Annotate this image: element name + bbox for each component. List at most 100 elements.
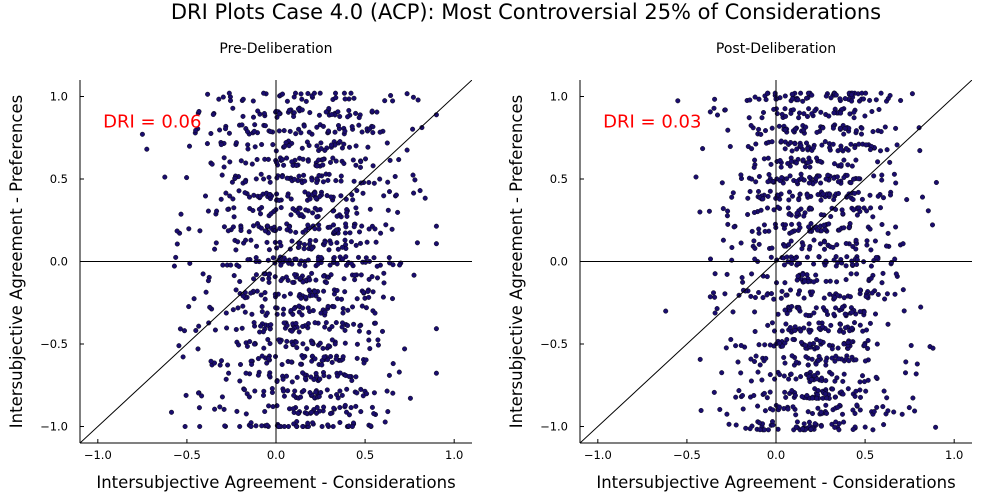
data-point: [388, 92, 394, 98]
data-point: [875, 193, 881, 199]
data-point: [284, 155, 290, 161]
data-point: [302, 178, 308, 184]
data-point: [805, 362, 811, 368]
data-point: [173, 254, 179, 260]
data-point: [736, 388, 742, 394]
data-point: [404, 147, 410, 153]
data-point: [286, 424, 292, 430]
data-point: [240, 113, 246, 119]
data-point: [274, 175, 280, 181]
data-point: [332, 129, 338, 135]
data-point: [829, 346, 835, 352]
data-point: [261, 176, 267, 182]
data-point: [903, 370, 909, 376]
data-point: [353, 403, 359, 409]
data-point: [232, 175, 238, 181]
data-point: [781, 262, 787, 268]
data-point: [833, 394, 839, 400]
data-point: [306, 142, 312, 148]
data-point: [920, 194, 926, 200]
data-point: [309, 340, 315, 346]
data-point: [287, 128, 293, 134]
data-point: [303, 227, 309, 233]
data-point: [287, 291, 293, 297]
data-point: [310, 210, 316, 216]
data-point: [346, 412, 352, 418]
data-point: [286, 107, 292, 113]
data-point: [837, 96, 843, 102]
data-point: [663, 308, 669, 314]
data-point: [340, 306, 346, 312]
data-point: [862, 113, 868, 119]
data-point: [784, 337, 790, 343]
data-point: [301, 123, 307, 129]
data-point: [765, 205, 771, 211]
data-point: [246, 229, 252, 235]
data-point: [261, 90, 267, 96]
data-point: [869, 290, 875, 296]
data-point: [810, 145, 816, 151]
data-point: [326, 128, 332, 134]
data-point: [729, 194, 735, 200]
data-point: [733, 394, 739, 400]
data-point: [787, 325, 793, 331]
data-point: [782, 106, 788, 112]
data-point: [803, 124, 809, 130]
data-point: [807, 329, 813, 335]
data-point: [290, 311, 296, 317]
data-point: [738, 240, 744, 246]
data-point: [767, 389, 773, 395]
data-point: [847, 294, 853, 300]
data-point: [180, 354, 186, 360]
data-point: [274, 245, 280, 251]
x-tick-label: 1.0: [445, 448, 463, 462]
data-point: [267, 341, 273, 347]
data-point: [720, 206, 726, 212]
data-point: [756, 230, 762, 236]
data-point: [326, 247, 332, 253]
data-point: [386, 255, 392, 261]
data-point: [800, 426, 806, 432]
data-point: [845, 162, 851, 168]
data-point: [820, 125, 826, 131]
data-point: [206, 320, 212, 326]
data-point: [807, 164, 813, 170]
data-point: [282, 143, 288, 149]
data-point: [850, 196, 856, 202]
data-point: [828, 322, 834, 328]
data-point: [787, 173, 793, 179]
data-point: [321, 354, 327, 360]
data-point: [314, 214, 320, 220]
data-point: [835, 404, 841, 410]
data-point: [372, 320, 378, 326]
data-point: [396, 157, 402, 163]
data-point: [854, 212, 860, 218]
data-point: [800, 157, 806, 163]
data-point: [880, 404, 886, 410]
data-point: [250, 207, 256, 213]
data-point: [377, 176, 383, 182]
data-point: [335, 109, 341, 115]
data-point: [233, 140, 239, 146]
data-point: [761, 390, 767, 396]
data-point: [396, 369, 402, 375]
data-point: [913, 371, 919, 377]
data-point: [333, 158, 339, 164]
data-point: [879, 280, 885, 286]
data-point: [324, 387, 330, 393]
data-point: [222, 126, 228, 132]
data-point: [280, 91, 286, 97]
data-point: [811, 373, 817, 379]
data-point: [842, 311, 848, 317]
data-point: [751, 164, 757, 170]
data-point: [782, 307, 788, 313]
data-point: [196, 405, 202, 411]
data-point: [726, 421, 732, 427]
panel-title: Pre-Deliberation: [219, 41, 332, 57]
data-point: [719, 370, 725, 376]
data-point: [857, 309, 863, 315]
data-point: [255, 108, 261, 114]
data-point: [417, 188, 423, 194]
data-point: [707, 109, 713, 115]
data-point: [740, 279, 746, 285]
